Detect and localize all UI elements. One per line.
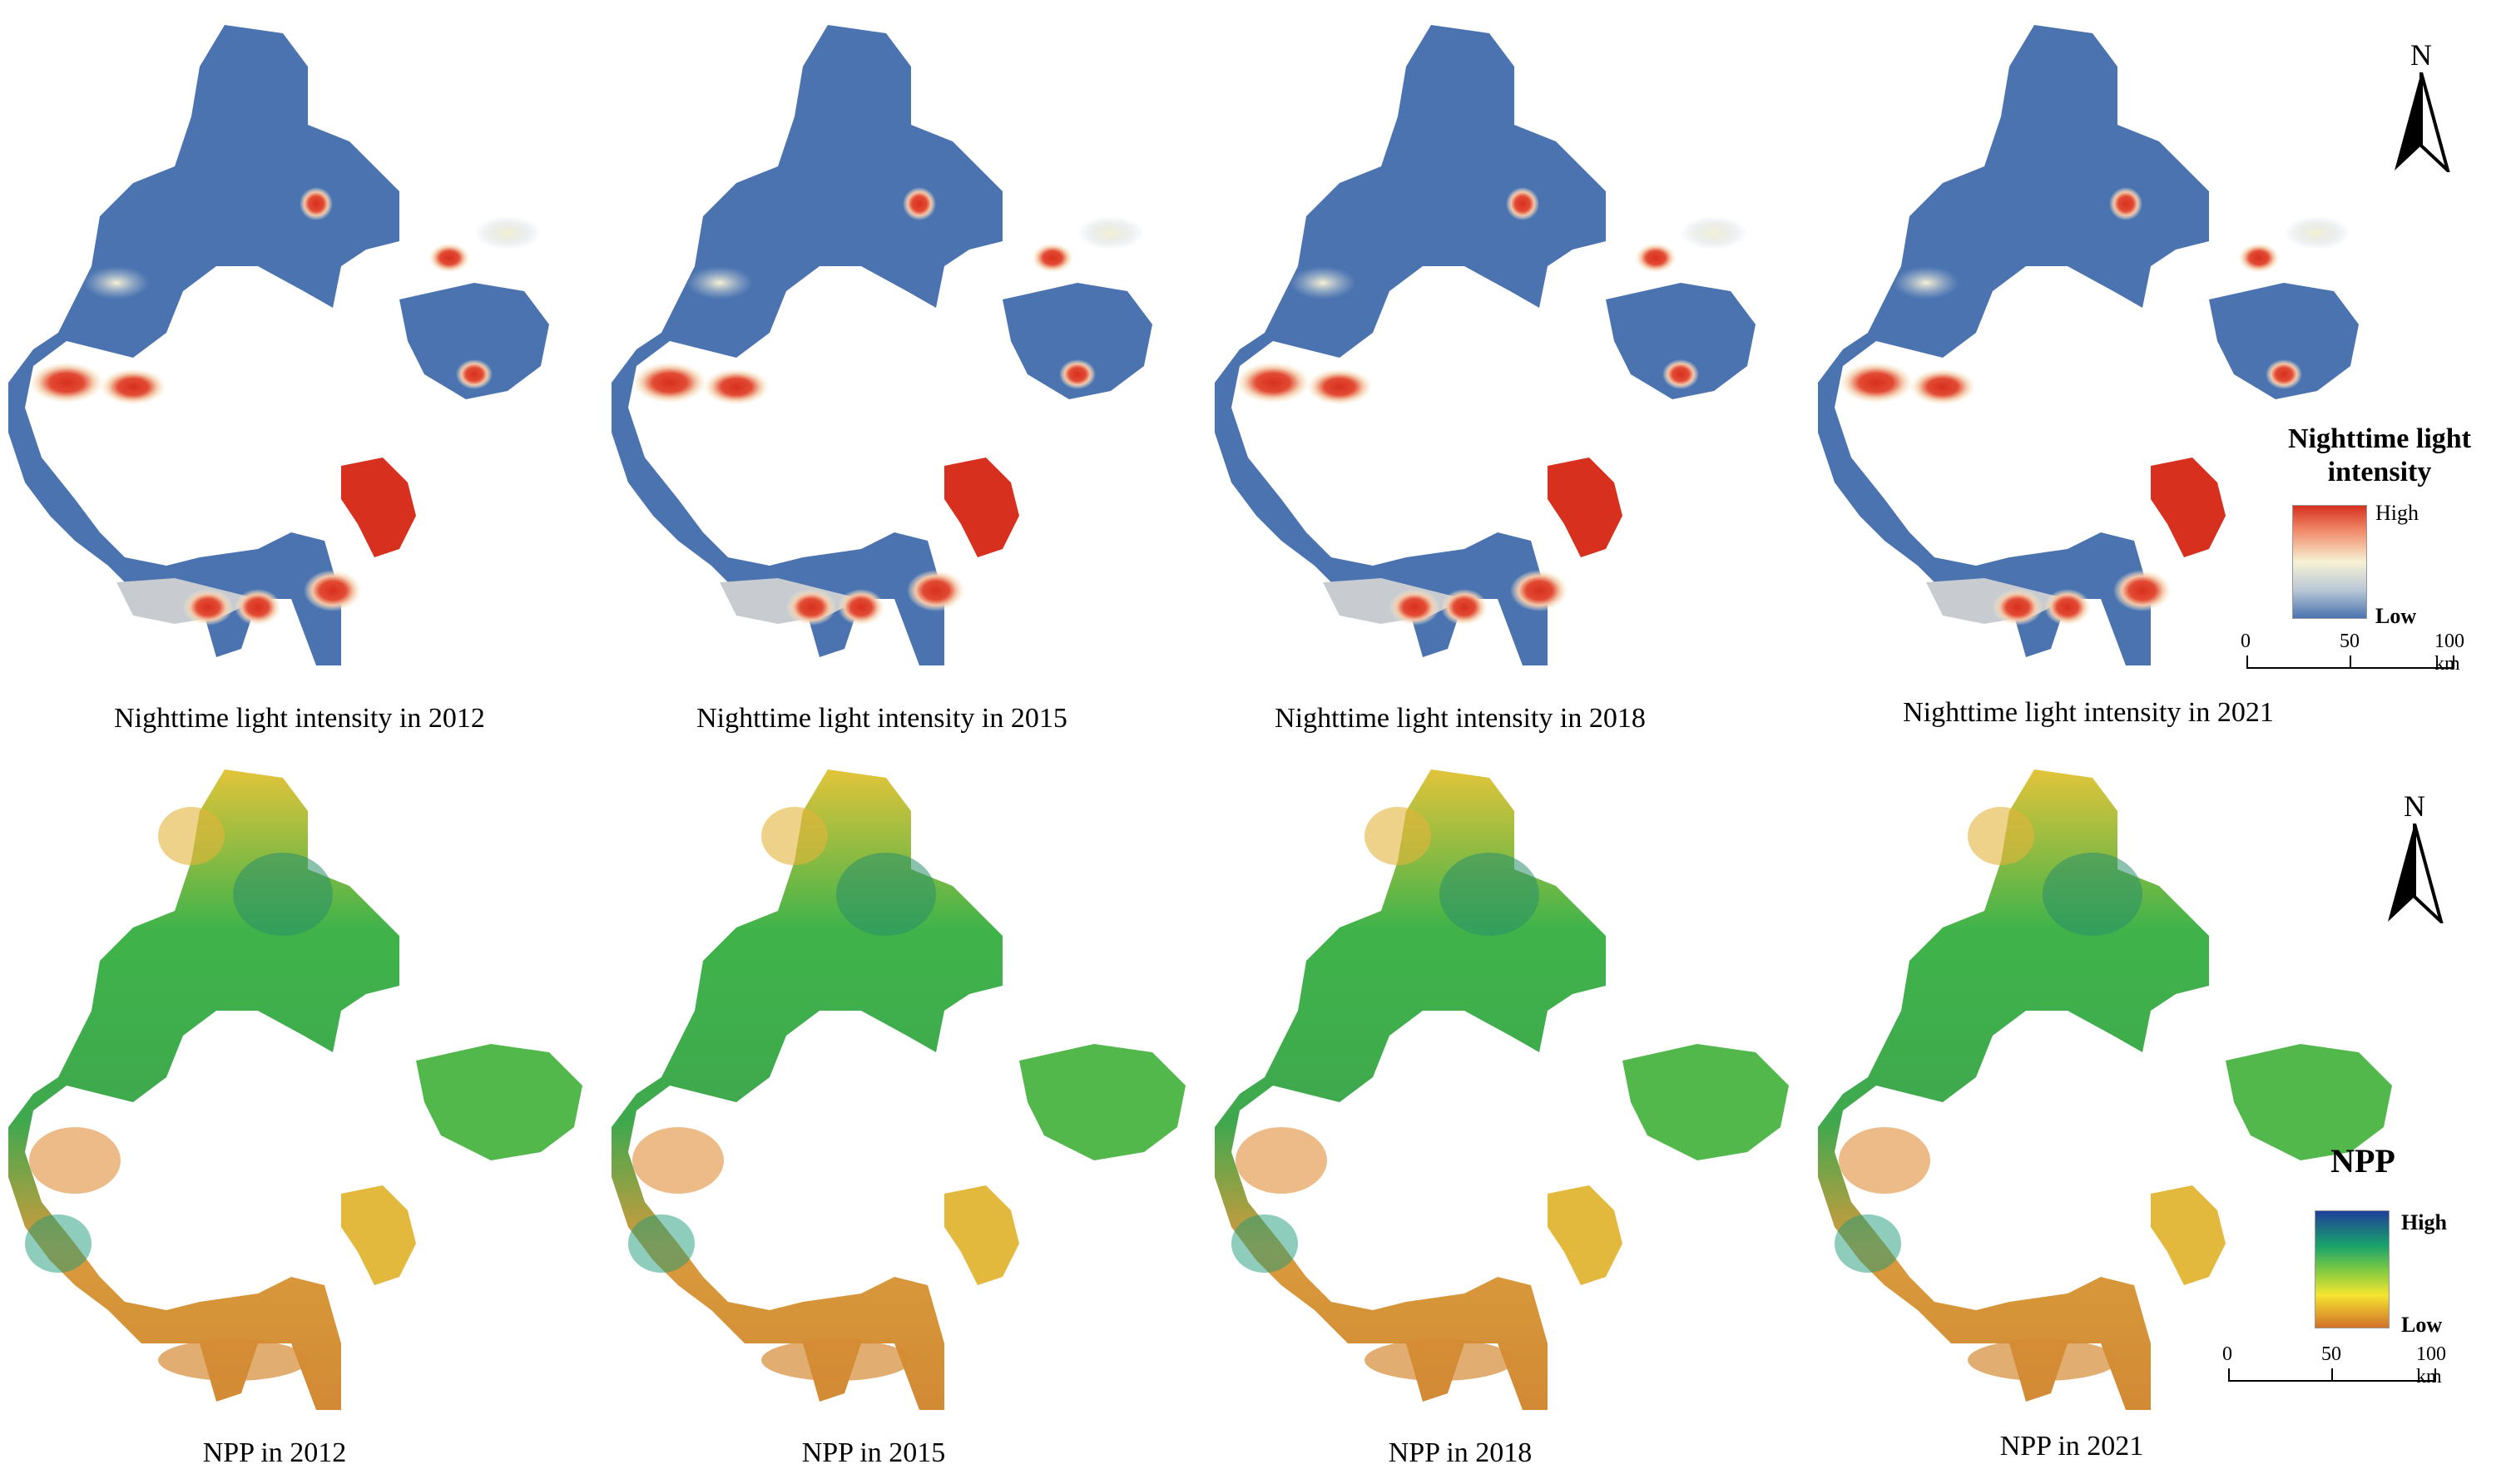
npp-map-2018 [1215,761,1814,1410]
scalebar-bottom-max: 100 km [2416,1343,2446,1388]
north-label-top: N [2410,38,2432,72]
scalebar-bottom-zero: 0 [2222,1343,2232,1365]
ntl-caption-2018: Nighttime light intensity in 2018 [1275,703,1646,734]
ntl-caption-2015: Nighttime light intensity in 2015 [696,703,1067,734]
north-arrow-top: N [2388,37,2454,176]
npp-caption-2012: NPP in 2012 [202,1437,347,1468]
scalebar-top: 0 50 100 km [2238,631,2479,680]
npp-legend-title: NPP [2330,1142,2395,1180]
ntl-caption-2021: Nighttime light intensity in 2021 [1903,697,2274,728]
ntl-legend-colorbar [2292,505,2367,619]
ntl-caption-2012: Nighttime light intensity in 2012 [114,703,485,734]
scalebar-bottom-tick-100 [2434,1368,2436,1382]
npp-legend-low: Low [2401,1313,2443,1337]
scalebar-bottom: 0 50 100 km [2220,1343,2461,1393]
npp-map-2015-svg [612,769,1186,1410]
ntl-map-2015 [612,17,1211,665]
north-arrow-icon [2395,72,2451,176]
npp-map-2015 [612,761,1211,1410]
npp-map-2012 [8,761,607,1410]
scalebar-bottom-tick-50 [2331,1368,2333,1382]
ntl-map-2018 [1215,17,1814,665]
ntl-map-2018-svg [1215,25,1756,665]
ntl-legend-title-line2: intensity [2327,457,2432,487]
npp-map-2018-svg [1215,769,1789,1410]
npp-legend-colorbar [2315,1210,2390,1328]
ntl-legend-title-line1: Nighttime light [2287,423,2472,454]
north-arrow-icon [2388,823,2444,928]
north-arrow-bottom: N [2381,789,2448,928]
npp-map-2012-svg [8,769,582,1410]
scalebar-top-tick-100 [2453,655,2454,669]
ntl-legend-high: High [2375,501,2419,525]
scalebar-top-max: 100 km [2434,631,2464,675]
ntl-legend-title: Nighttime light intensity [2267,423,2492,489]
npp-caption-2015: NPP in 2015 [801,1437,946,1468]
scalebar-bottom-mid: 50 [2321,1343,2341,1365]
scalebar-bottom-tick-0 [2228,1368,2230,1382]
ntl-map-2012-svg [8,25,549,665]
npp-legend-high: High [2401,1210,2447,1234]
scalebar-top-tick-0 [2246,655,2248,669]
ntl-legend-low: Low [2375,604,2417,628]
npp-caption-2021: NPP in 2021 [1999,1431,2144,1462]
scalebar-top-mid: 50 [2340,631,2360,652]
north-label-bottom: N [2404,789,2425,823]
ntl-map-2012 [8,17,607,665]
npp-caption-2018: NPP in 2018 [1388,1437,1533,1468]
scalebar-top-tick-50 [2350,655,2351,669]
ntl-map-2015-svg [612,25,1152,665]
scalebar-top-zero: 0 [2241,631,2251,652]
